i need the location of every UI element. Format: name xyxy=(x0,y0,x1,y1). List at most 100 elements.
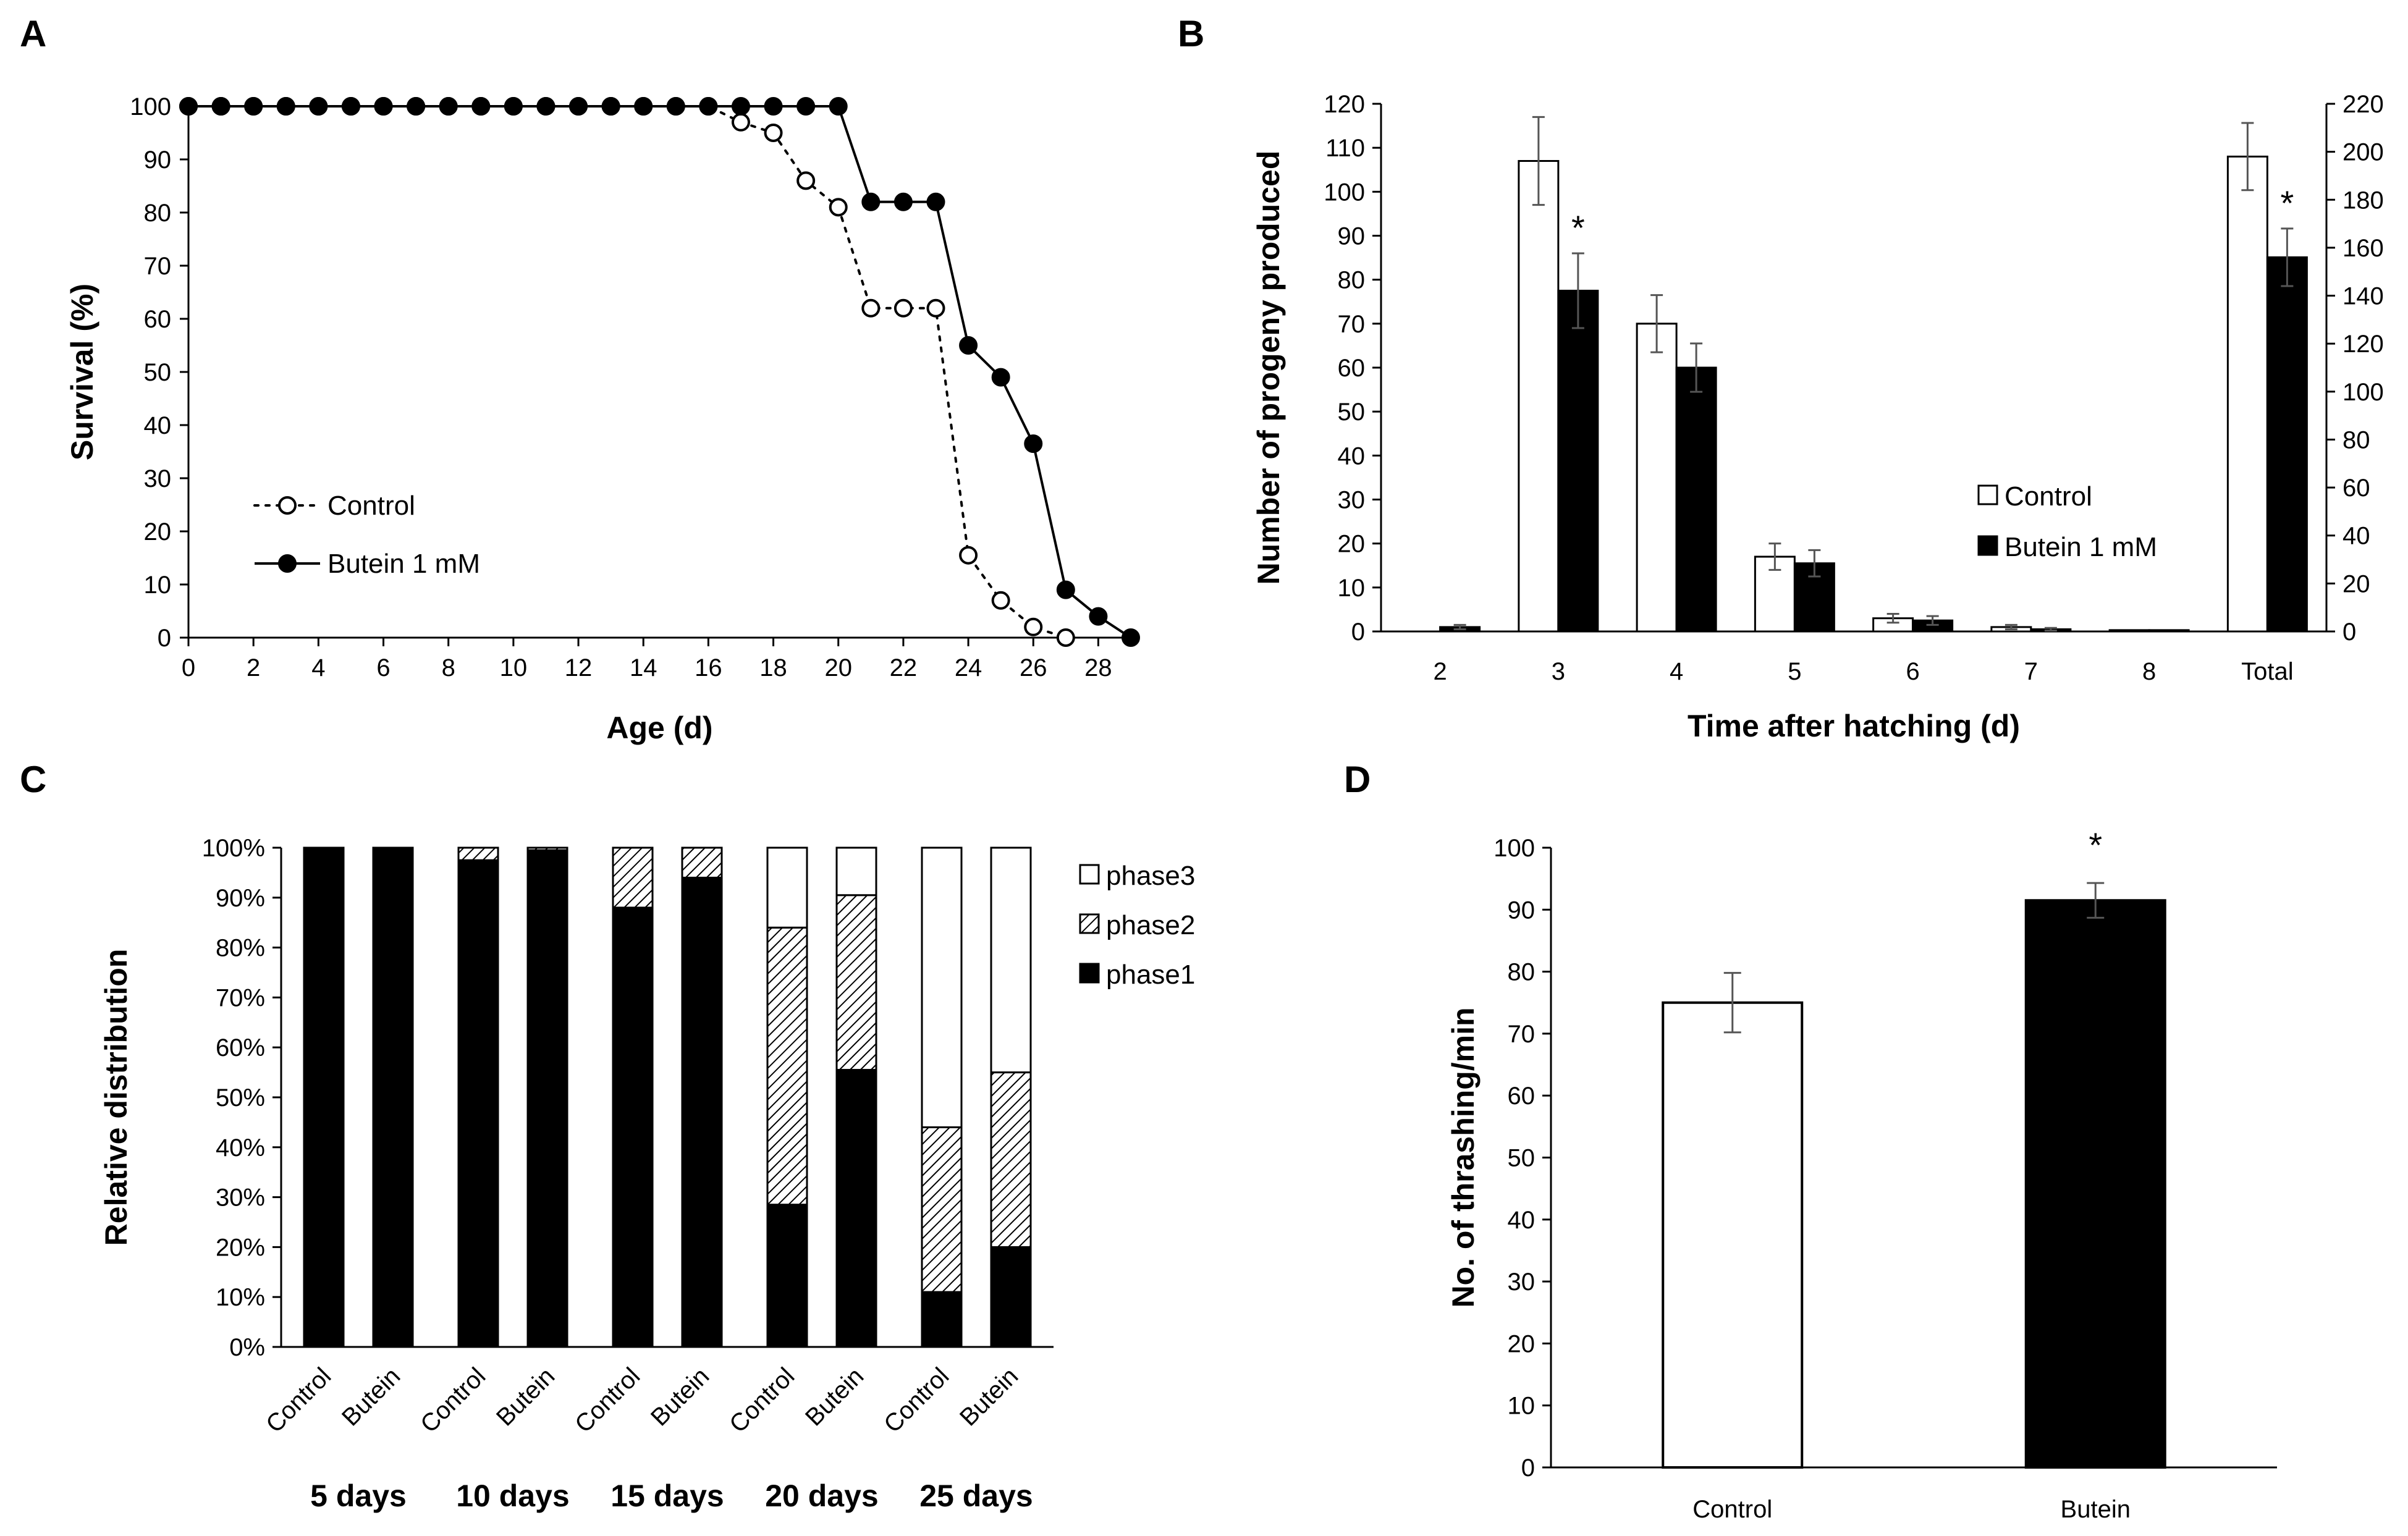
panel-c-bar-label: Control xyxy=(570,1362,645,1438)
panel-b-bar-control xyxy=(1518,160,1560,633)
panel-b-y2-tick-label: 80 xyxy=(2343,426,2370,454)
panel-c-y-tick-label: 30% xyxy=(216,1184,265,1212)
panel-b-bar-butein xyxy=(2148,629,2190,633)
panel-b-y-tick-label: 20 xyxy=(1338,531,1366,558)
panel-b: B 0 10 20 30 40 50 60 70 80 90 100 110 120 0 20 40 60 80 10… xyxy=(1178,13,2384,743)
panel-a-data-point xyxy=(569,97,588,116)
panel-a-y-tick-label: 10 xyxy=(144,572,172,599)
panel-a-data-point xyxy=(211,97,230,116)
panel-c-bar-segment-phase3 xyxy=(766,846,808,929)
panel-c-bar-segment-phase3 xyxy=(921,846,963,1128)
panel-b-bar-butein xyxy=(1557,289,1599,633)
panel-c-bar-segment-phase1 xyxy=(303,846,345,1348)
panel-b-x-axis-title: Time after hatching (d) xyxy=(1688,709,2020,743)
panel-d-y-tick-label: 100 xyxy=(1493,835,1535,862)
panel-d-y-tick-label: 30 xyxy=(1508,1268,1536,1296)
panel-a-data-point xyxy=(309,97,328,116)
panel-c-group-label: 25 days xyxy=(919,1479,1033,1513)
panel-d-y-tick-label: 90 xyxy=(1508,897,1536,924)
panel-b-y-tick-label: 110 xyxy=(1325,135,1365,162)
panel-c-bar-segment-phase3 xyxy=(835,846,877,897)
panel-b-bar-control xyxy=(2108,629,2150,633)
panel-c-y-tick-label: 10% xyxy=(216,1284,265,1311)
panel-c-legend-label: phase2 xyxy=(1106,910,1195,940)
panel-b-x-tick-label: 3 xyxy=(1552,658,1565,685)
panel-c-y-tick-label: 80% xyxy=(216,935,265,962)
panel-a-legend-marker xyxy=(278,496,297,515)
panel-a-data-point xyxy=(634,97,653,116)
panel-b-bar-butein xyxy=(1675,366,1717,633)
panel-b-significance-mark: * xyxy=(2280,184,2294,222)
panel-b-y-tick-label: 30 xyxy=(1338,487,1366,514)
panel-b-y2-tick-label: 40 xyxy=(2343,523,2370,550)
panel-c-bar-label: Butein xyxy=(955,1362,1023,1431)
panel-c-bar-segment-phase2 xyxy=(835,894,877,1071)
panel-c-bar-segment-phase2 xyxy=(612,846,654,909)
panel-b-y2-tick-label: 140 xyxy=(2343,283,2384,310)
panel-b-y2-tick-label: 20 xyxy=(2343,570,2370,597)
panel-a-data-point xyxy=(861,192,881,211)
panel-b-y2-tick-label: 0 xyxy=(2343,618,2356,646)
panel-b-legend-label: Butein 1 mM xyxy=(2005,532,2157,562)
panel-d-significance-mark: * xyxy=(2089,825,2102,864)
panel-c-bar-segment-phase1 xyxy=(372,846,414,1348)
panel-a-data-point xyxy=(601,97,620,116)
panel-d-y-tick-label: 50 xyxy=(1508,1145,1536,1172)
panel-b-y2-tick-label: 200 xyxy=(2343,139,2384,166)
panel-b-legend-swatch xyxy=(1977,484,1998,505)
panel-c-bar-label: Control xyxy=(879,1362,954,1438)
panel-a-y-tick-label: 0 xyxy=(158,625,171,652)
panel-c-y-tick-label: 90% xyxy=(216,885,265,912)
panel-a-data-point xyxy=(1024,617,1043,636)
panel-c-bar-label: Butein xyxy=(800,1362,869,1431)
panel-b-x-tick-label: 4 xyxy=(1670,658,1683,685)
panel-a-data-point xyxy=(407,97,426,116)
panel-b-significance-mark: * xyxy=(1571,208,1585,247)
panel-c-legend-swatch xyxy=(1079,963,1100,984)
panel-b-y-tick-label: 80 xyxy=(1338,267,1366,294)
panel-c-bar-segment-phase1 xyxy=(526,849,568,1348)
panel-a-y-tick-label: 30 xyxy=(144,465,172,492)
panel-a-data-point xyxy=(991,368,1010,387)
panel-a-y-tick-label: 20 xyxy=(144,518,172,546)
panel-b-y2-tick-label: 220 xyxy=(2343,91,2384,118)
panel-a-data-point xyxy=(926,192,945,211)
panel-d-y-tick-label: 0 xyxy=(1521,1454,1535,1482)
panel-c-legend-swatch xyxy=(1079,913,1100,934)
panel-b-bar-butein xyxy=(2266,256,2308,633)
panel-c: C 0% 10% 20% 30% 40% 50% 60% 70% 80% 90% 100% Contro… xyxy=(20,759,1195,1513)
panel-a-y-tick-label: 40 xyxy=(144,412,172,439)
panel-b-y2-tick-label: 60 xyxy=(2343,475,2370,502)
panel-d-y-tick-label: 20 xyxy=(1508,1330,1536,1357)
panel-c-bar-label: Control xyxy=(415,1362,491,1438)
panel-a-y-tick-label: 100 xyxy=(130,93,171,120)
panel-a-x-axis-title: Age (d) xyxy=(606,711,712,745)
panel-c-bar-segment-phase1 xyxy=(457,859,499,1348)
panel-c-bar-segment-phase1 xyxy=(612,906,654,1348)
panel-b-y2-tick-label: 180 xyxy=(2343,187,2384,214)
panel-b-y-tick-label: 100 xyxy=(1324,179,1365,206)
panel-b-legend-label: Control xyxy=(2005,481,2092,512)
panel-c-y-tick-label: 100% xyxy=(202,835,265,862)
panel-a-data-point xyxy=(439,97,458,116)
panel-a-data-point xyxy=(764,97,783,116)
panel-d-y-tick-label: 80 xyxy=(1508,959,1536,986)
panel-a-x-tick-label: 16 xyxy=(695,654,722,681)
panel-a-data-point xyxy=(244,97,263,116)
panel-a-data-point xyxy=(471,97,491,116)
panel-c-y-tick-label: 60% xyxy=(216,1034,265,1061)
panel-a-data-point xyxy=(926,298,945,318)
panel-d-x-tick-label: Control xyxy=(1692,1496,1772,1523)
panel-a-data-point xyxy=(959,336,978,355)
panel-a-x-tick-label: 20 xyxy=(824,654,852,681)
panel-c-bar-segment-phase3 xyxy=(990,846,1032,1074)
panel-c-bar-segment-phase1 xyxy=(990,1246,1032,1348)
panel-a-data-point xyxy=(893,192,913,211)
panel-c-bar-segment-phase2 xyxy=(766,926,808,1206)
panel-d-y-tick-label: 60 xyxy=(1508,1082,1536,1110)
panel-d: D 0 10 20 30 40 50 60 70 80 90 100 Control Butein * No.… xyxy=(1344,759,2277,1523)
panel-a-x-tick-label: 10 xyxy=(500,654,528,681)
panel-c-legend-label: phase3 xyxy=(1106,861,1195,891)
panel-b-legend-swatch xyxy=(1977,535,1998,556)
